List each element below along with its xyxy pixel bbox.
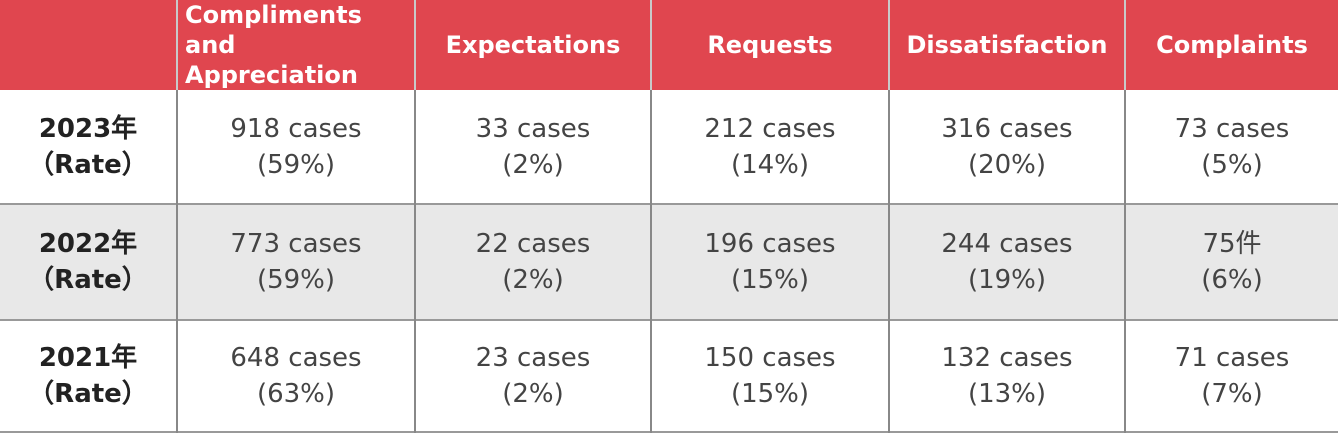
column-header: Complaints: [1124, 0, 1338, 90]
rate: (14%): [730, 149, 810, 180]
rate: (6%): [1201, 265, 1263, 295]
row-header: 2023年 （Rate）: [0, 90, 177, 204]
table-cell: 773 cases (59%): [176, 204, 415, 320]
row-label-line: 2022年: [38, 229, 138, 259]
rate: (15%): [730, 265, 810, 295]
table-cell: 196 cases (15%): [650, 204, 889, 320]
case-count: 22 cases: [475, 229, 591, 259]
rate: (2%): [502, 265, 564, 295]
table-cell: 75件 (6%): [1124, 204, 1338, 320]
rate: (20%): [967, 149, 1047, 180]
table-cell: 244 cases (19%): [888, 204, 1125, 320]
case-count: 23 cases: [475, 343, 591, 373]
table-cell: 918 cases (59%): [176, 90, 415, 204]
table-row: 2022年 （Rate） 773 cases (59%) 22 cases (2%) 196…: [0, 204, 1338, 320]
case-count: 918 cases: [230, 113, 362, 144]
rate: (7%): [1201, 379, 1263, 409]
table-cell: 73 cases (5%): [1124, 90, 1338, 204]
case-count: 33 cases: [475, 113, 591, 144]
case-count: 244 cases: [941, 229, 1073, 259]
rate: (15%): [730, 379, 810, 409]
row-header: 2021年 （Rate）: [0, 320, 177, 432]
column-header: Compliments and Appreciation: [176, 0, 415, 90]
row-header: 2022年 （Rate）: [0, 204, 177, 320]
table-body: 2023年 （Rate） 918 cases (59%) 33 cases (2%) 212…: [0, 90, 1338, 432]
header-row: Compliments and Appreciation Expectations…: [0, 0, 1338, 90]
rate: (59%): [256, 265, 336, 295]
case-count: 212 cases: [704, 113, 836, 144]
row-label-line: （Rate）: [28, 379, 148, 409]
case-count: 150 cases: [704, 343, 836, 373]
case-count: 316 cases: [941, 113, 1073, 144]
table-cell: 150 cases (15%): [650, 320, 889, 432]
case-count: 196 cases: [704, 229, 836, 259]
column-header: Expectations: [414, 0, 651, 90]
table-cell: 132 cases (13%): [888, 320, 1125, 432]
rate: (63%): [256, 379, 336, 409]
case-count: 132 cases: [941, 343, 1073, 373]
rate: (2%): [502, 149, 564, 180]
rate: (5%): [1201, 149, 1263, 180]
case-count: 75件: [1202, 229, 1262, 259]
table-cell: 33 cases (2%): [414, 90, 651, 204]
column-header: Requests: [650, 0, 889, 90]
case-count: 71 cases: [1174, 343, 1290, 373]
rate: (19%): [967, 265, 1047, 295]
row-label-line: （Rate）: [28, 265, 148, 295]
table-cell: 648 cases (63%): [176, 320, 415, 432]
case-count: 73 cases: [1174, 113, 1290, 144]
table-cell: 316 cases (20%): [888, 90, 1125, 204]
table-cell: 23 cases (2%): [414, 320, 651, 432]
row-label-line: 2021年: [38, 343, 138, 373]
table-cell: 71 cases (7%): [1124, 320, 1338, 432]
case-count: 648 cases: [230, 343, 362, 373]
table-cell: 212 cases (14%): [650, 90, 889, 204]
table-row: 2023年 （Rate） 918 cases (59%) 33 cases (2%) 212…: [0, 90, 1338, 204]
rate: (2%): [502, 379, 564, 409]
row-label-line: （Rate）: [28, 149, 148, 180]
row-label-line: 2023年: [38, 113, 138, 144]
table-header: Compliments and Appreciation Expectations…: [0, 0, 1338, 90]
column-header: Dissatisfaction: [888, 0, 1125, 90]
corner-cell: [0, 0, 177, 90]
case-count: 773 cases: [230, 229, 362, 259]
rate: (13%): [967, 379, 1047, 409]
table-row: 2021年 （Rate） 648 cases (63%) 23 cases (2%) 150…: [0, 320, 1338, 432]
table-cell: 22 cases (2%): [414, 204, 651, 320]
rate: (59%): [256, 149, 336, 180]
